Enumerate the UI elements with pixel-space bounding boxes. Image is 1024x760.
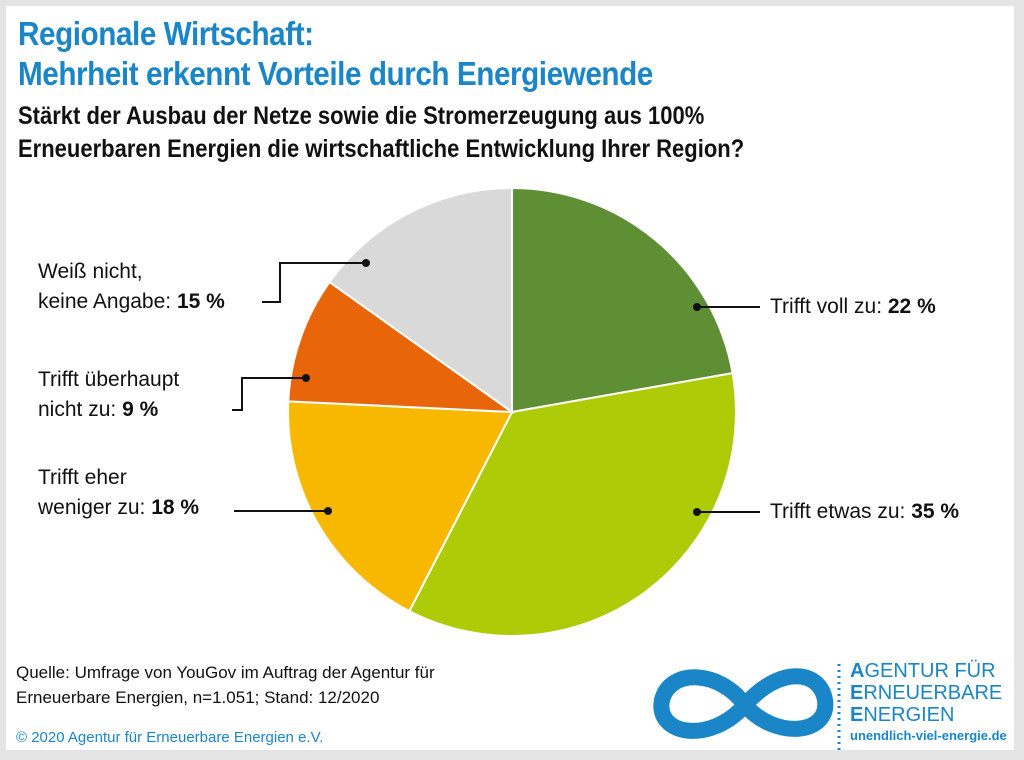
leader-dot-ueberhaupt-nicht xyxy=(302,374,310,382)
chart-title: Regionale Wirtschaft: Mehrheit erkennt V… xyxy=(18,14,653,94)
infinity-logo-icon xyxy=(653,668,834,739)
logo-url: unendlich-viel-energie.de xyxy=(850,728,1007,743)
survey-question: Stärkt der Ausbau der Netze sowie die St… xyxy=(18,100,744,166)
copyright: © 2020 Agentur für Erneuerbare Energien … xyxy=(16,729,324,746)
logo-divider xyxy=(837,664,841,750)
pie-slice-ueberhaupt-nicht xyxy=(287,280,516,414)
label-ueberhaupt-nicht: Trifft überhaupt nicht zu: 9 % xyxy=(38,368,180,421)
title-line-1: Regionale Wirtschaft: xyxy=(18,15,314,52)
pie-slice-etwas xyxy=(408,371,737,637)
leader-line-weiss-nicht xyxy=(262,262,366,303)
pie-slice-eher-weniger xyxy=(287,400,514,613)
leader-dot-etwas xyxy=(693,508,701,516)
pie-slice-weiss-nicht xyxy=(328,186,513,414)
leader-dot-weiss-nicht xyxy=(362,259,370,267)
label-weiss-nicht: Weiß nicht, keine Angabe: 15 % xyxy=(38,260,225,313)
leader-line-ueberhaupt-nicht xyxy=(232,377,306,411)
logo-wordmark: AGENTUR FÜR ERNEUERBARE ENERGIEN xyxy=(850,660,1003,726)
leader-dot-eher-weniger xyxy=(324,507,332,515)
leader-dot-voll xyxy=(693,303,701,311)
label-eher-weniger: Trifft eher weniger zu: 18 % xyxy=(38,466,200,519)
question-line-2: Erneuerbaren Energien die wirtschaftlich… xyxy=(18,135,745,163)
title-line-2: Mehrheit erkennt Vorteile durch Energiew… xyxy=(18,55,653,92)
pie-slice-voll xyxy=(511,186,734,414)
label-voll: Trifft voll zu: 22 % xyxy=(770,295,936,318)
label-etwas: Trifft etwas zu: 35 % xyxy=(770,500,960,523)
question-line-1: Stärkt der Ausbau der Netze sowie die St… xyxy=(18,102,705,130)
source-note: Quelle: Umfrage von YouGov im Auftrag de… xyxy=(16,663,435,707)
